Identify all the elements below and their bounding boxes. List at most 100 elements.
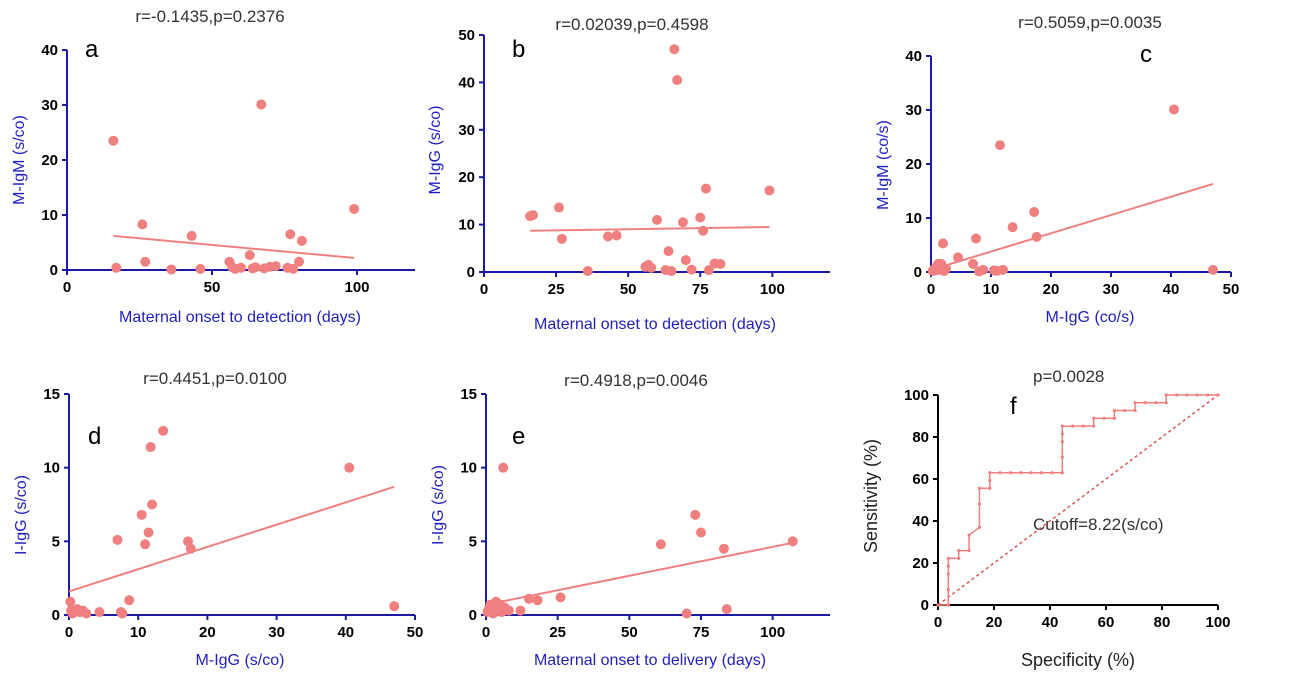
panel-a-xlabel: Maternal onset to detection (days) — [119, 309, 361, 326]
panel-f-roc-point — [998, 471, 1002, 475]
panel-d-ytick-label: 0 — [52, 607, 60, 624]
panel-d-point — [65, 596, 76, 607]
panel-d-point — [140, 539, 151, 550]
panel-a-point — [108, 135, 119, 146]
panel-d-point — [145, 442, 156, 453]
panel-f-ytick-label: 60 — [912, 471, 929, 488]
panel-f-ytick-label: 20 — [912, 555, 929, 572]
panel-f-xtick-label: 0 — [934, 614, 942, 631]
panel-f-roc-point — [988, 478, 992, 483]
panel-e-point — [503, 605, 514, 616]
panel-a-ytick-label: 0 — [50, 262, 58, 279]
panel-f-roc-point — [1081, 424, 1085, 428]
panel-f-xtick-label: 80 — [1154, 614, 1171, 631]
panel-f-xtick-label: 20 — [986, 614, 1003, 631]
panel-a-point — [349, 203, 360, 214]
panel-f-plot: 0 20 40 60 80 100 0 20 40 60 80 100 — [904, 387, 1231, 631]
panel-f-roc-point — [1164, 401, 1168, 405]
panel-e-point — [721, 604, 732, 615]
panel-f-roc-point — [1029, 471, 1033, 475]
panel-b-ytick-label: 30 — [458, 122, 475, 139]
panel-c-point — [971, 233, 981, 244]
panel-a-point — [250, 262, 261, 273]
panel-b-ytick-label: 10 — [458, 217, 475, 234]
panel-b-fit-line — [530, 225, 770, 232]
panel-b-plot: 0 10 20 30 40 50 0 25 50 75 100 — [458, 27, 830, 298]
panel-c-point — [1031, 231, 1042, 242]
panel-a-point — [296, 235, 307, 246]
panel-e-xtick-label: 0 — [482, 624, 490, 641]
panel-b-ytick-label: 0 — [467, 264, 475, 281]
panel-c-xlabel: M-IgG (co/s) — [1046, 309, 1135, 326]
panel-f-roc-point — [957, 556, 961, 560]
panel-a: r=-0.1435,p=0.2376 a Maternal onset to d… — [11, 7, 361, 326]
panel-e-xtick-label: 75 — [693, 624, 710, 641]
panel-b-point — [764, 185, 775, 196]
panel-c-ytick-label: 10 — [905, 210, 922, 227]
panel-d-point — [136, 509, 147, 520]
panel-d-xtick-label: 50 — [407, 624, 424, 641]
panel-f-roc-point — [967, 549, 971, 553]
panel-b-point — [701, 183, 712, 194]
panel-f-roc-point — [1060, 440, 1064, 444]
panel-e-ytick-label: 5 — [469, 533, 477, 550]
panel-f-roc-point — [957, 549, 961, 553]
panel-c-xtick-label: 30 — [1103, 281, 1120, 298]
panel-f-roc-point — [1102, 416, 1106, 420]
panel-f-roc-point — [1112, 408, 1116, 413]
panel-c-point — [1029, 207, 1040, 218]
panel-b-point — [666, 266, 677, 277]
panel-a-point — [140, 256, 151, 267]
panel-a-ytick-label: 20 — [41, 152, 58, 169]
panel-b-point — [556, 233, 567, 244]
panel-a-point — [288, 263, 299, 274]
panel-b-point — [695, 212, 706, 223]
panel-b-xtick-label: 75 — [692, 281, 709, 298]
panel-d-ytick-label: 10 — [43, 460, 60, 477]
panel-d-point — [124, 595, 135, 606]
panel-c-ytick-label: 0 — [914, 264, 922, 281]
panel-c-point — [938, 238, 948, 249]
panel-e-point — [555, 592, 566, 603]
panel-f-roc-point — [1060, 424, 1064, 428]
panel-e-ylabel: I-IgG (s/co) — [430, 465, 447, 545]
panel-f-letter: f — [1010, 393, 1017, 420]
panel-f-roc-point — [1071, 424, 1075, 428]
panel-e-plot: 0 5 10 15 0 25 50 75 100 — [460, 386, 830, 641]
panel-c: r=0.5059,p=0.0035 c M-IgG (co/s) M-IgM (… — [875, 13, 1162, 326]
panel-f-roc-point — [1008, 471, 1013, 475]
panel-c-stats: r=0.5059,p=0.0035 — [1018, 13, 1162, 32]
panel-b-stats: r=0.02039,p=0.4598 — [555, 15, 708, 34]
panel-f-roc-point — [936, 603, 940, 607]
panel-f-roc-point — [946, 603, 950, 607]
panel-c-xtick-label: 10 — [983, 281, 1000, 298]
panel-a-point — [285, 229, 296, 240]
panel-f-ytick-label: 0 — [921, 597, 929, 614]
panel-d-plot: 0 5 10 15 0 10 20 30 40 50 — [43, 386, 423, 641]
panel-f-roc-point — [977, 502, 982, 506]
panel-b-point — [715, 258, 726, 269]
panel-c-point — [1169, 104, 1179, 115]
panel-c-point — [1208, 264, 1218, 275]
panel-a-ytick-label: 30 — [41, 97, 58, 114]
panel-f: p=0.0028 f Cutoff=8.22(s/co) Specificity… — [861, 367, 1164, 670]
panel-e-point — [655, 539, 666, 550]
panel-e-stats: r=0.4918,p=0.0046 — [564, 371, 708, 390]
panel-a-stats: r=-0.1435,p=0.2376 — [135, 7, 284, 26]
panel-e-point — [690, 509, 701, 520]
panel-c-xtick-label: 20 — [1043, 281, 1060, 298]
panel-f-roc-point — [1123, 408, 1127, 413]
panel-c-xtick-label: 50 — [1223, 281, 1240, 298]
panel-f-ytick-label: 40 — [912, 513, 929, 530]
panel-c-xtick-label: 40 — [1163, 281, 1180, 298]
panel-d-point — [344, 462, 355, 473]
panel-c-ylabel: M-IgM (co/s) — [875, 120, 892, 210]
panel-a-point — [270, 261, 281, 272]
panel-f-xtick-label: 60 — [1098, 614, 1115, 631]
panel-d-letter: d — [88, 423, 101, 450]
panel-d-xlabel: M-IgG (s/co) — [196, 652, 285, 669]
panel-c-xtick-label: 0 — [927, 281, 935, 298]
panel-a-fit-line — [113, 234, 355, 259]
panel-f-roc-point — [977, 525, 982, 529]
panel-e-ytick-label: 15 — [460, 386, 477, 403]
